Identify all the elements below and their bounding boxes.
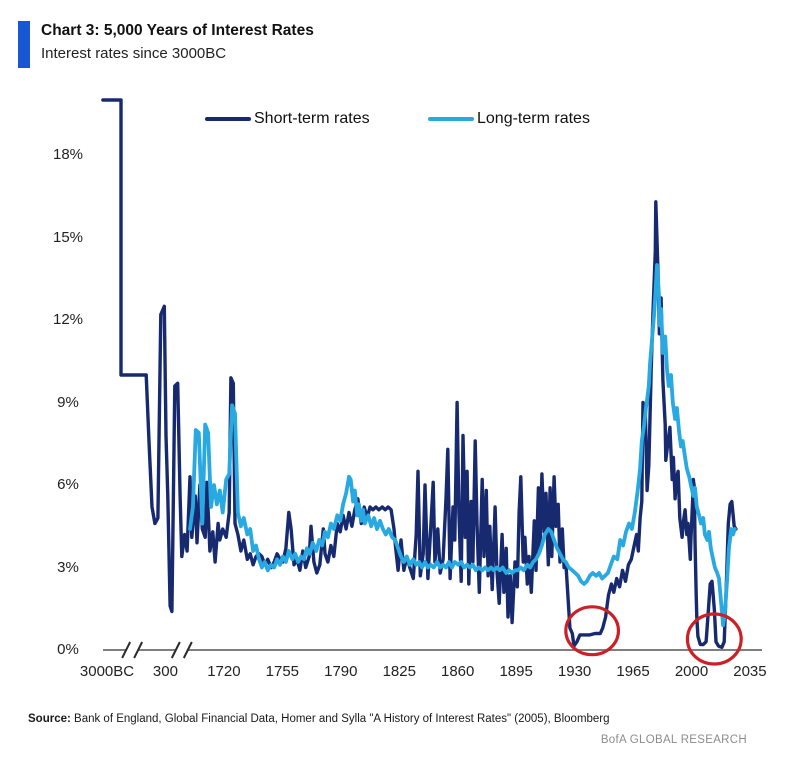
chart-subtitle: Interest rates since 3000BC [41,45,227,62]
x-axis-label: 1825 [382,663,416,680]
title-accent-bar [18,21,30,68]
y-axis-label: 6% [57,476,79,493]
x-axis-label: 2000 [674,663,709,680]
annotation-circle [685,612,743,666]
axis-break-slash [133,641,144,659]
x-axis-label: 1930 [557,663,592,680]
x-axis-label: 1965 [616,663,650,680]
source-label: Source: [28,713,71,725]
y-axis-label: 15% [52,228,84,246]
axis-break-gap [126,641,139,659]
short-term-series-line [101,98,738,649]
annotation-circle [564,605,621,657]
y-axis-label: 12% [52,311,84,328]
legend-item-long-term: Long-term rates [428,110,590,128]
axis-break-slash [170,641,181,659]
source-text: Bank of England, Global Financial Data, … [70,713,610,725]
x-axis-label: 300 [152,663,178,680]
legend-label: Short-term rates [254,110,370,127]
x-axis-label: 1755 [265,663,300,680]
axis-break-gap [175,641,188,659]
y-axis-label: 9% [57,393,79,411]
chart-title: Chart 3: 5,000 Years of Interest Rates [41,22,314,39]
source-note: Source: Bank of England, Global Financia… [28,713,610,725]
x-axis-label: 3000BC [79,663,135,680]
x-axis-label: 1895 [499,663,533,680]
axis-break-slash [121,641,132,659]
x-axis-label: 1790 [324,663,358,680]
brand-text: BofA GLOBAL RESEARCH [600,734,747,746]
y-axis-label: 18% [52,146,84,163]
legend-label: Long-term rates [477,110,590,127]
long-term-series-line [188,263,737,628]
axis-break-slash [182,641,193,659]
y-axis-label: 3% [57,558,79,576]
x-axis-label: 2035 [733,663,767,680]
x-axis-label: 1720 [207,663,241,680]
x-axis-label: 1860 [441,663,475,680]
y-axis-label: 0% [57,641,79,658]
legend-item-short-term: Short-term rates [205,110,370,128]
long-term-legend-line [428,116,474,122]
short-term-legend-line [205,116,251,122]
